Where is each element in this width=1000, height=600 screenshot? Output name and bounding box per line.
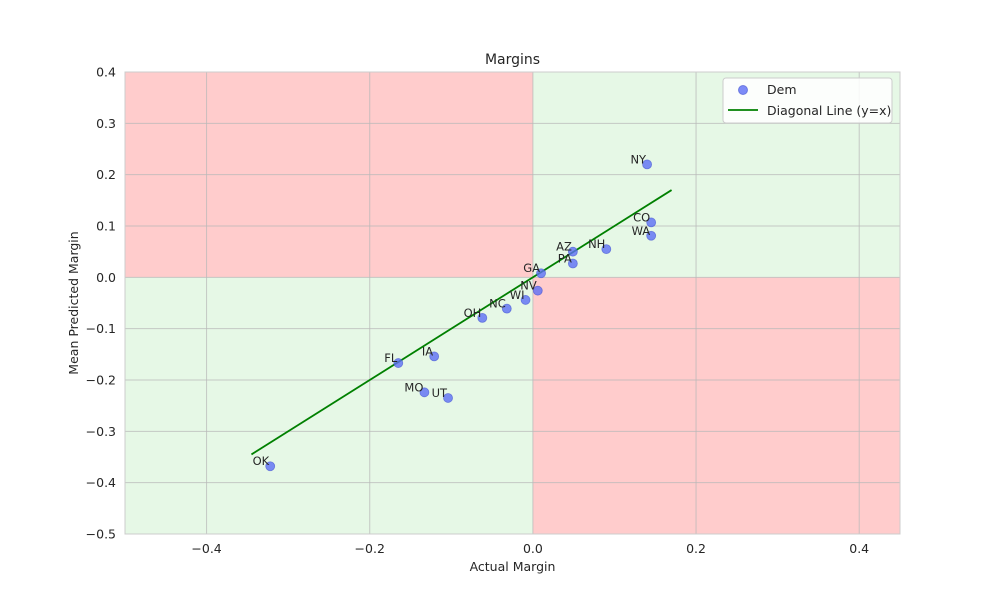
point-pa <box>567 258 578 269</box>
legend-diagonal-label: Diagonal Line (y=x) <box>767 103 891 118</box>
legend: Dem Diagonal Line (y=x) <box>722 77 893 124</box>
point-label-az: AZ <box>556 240 572 254</box>
point-mo <box>419 387 430 398</box>
point-label-co: CO <box>633 210 650 224</box>
x-tick-label: −0.4 <box>191 541 221 556</box>
y-tick-label: 0.2 <box>96 167 116 182</box>
point-label-nh: NH <box>588 237 605 251</box>
point-nc <box>501 303 512 314</box>
point-label-fl: FL <box>384 351 398 365</box>
y-tick-label: 0.1 <box>96 219 116 234</box>
y-tick-label: −0.2 <box>86 373 116 388</box>
point-label-ok: OK <box>253 454 270 468</box>
plot-area-frame <box>124 71 901 535</box>
diagonal-line-layer <box>250 189 673 456</box>
y-tick-label: −0.3 <box>86 424 116 439</box>
y-tick-label: 0.4 <box>96 65 116 80</box>
point-az <box>567 246 578 257</box>
point-ga <box>536 268 546 279</box>
chart-title: Margins <box>485 52 540 68</box>
legend-dem-label: Dem <box>767 82 797 97</box>
diagonal-line <box>250 189 673 456</box>
legend-box <box>722 77 893 124</box>
y-tick-label: 0.0 <box>96 270 116 285</box>
point-ia <box>429 351 440 362</box>
point-co <box>646 217 657 228</box>
y-tick-label: −0.5 <box>86 527 116 542</box>
point-wa <box>646 230 657 241</box>
quadrant-bottom-right <box>532 277 900 534</box>
x-tick-label: 0.0 <box>523 541 543 556</box>
point-label-ny: NY <box>630 152 647 166</box>
point-label-nc: NC <box>489 297 506 311</box>
y-axis-label: Mean Predicted Margin <box>66 231 81 374</box>
point-wi <box>520 295 531 305</box>
x-tick-label: 0.2 <box>686 541 706 556</box>
point-label-ga: GA <box>523 261 540 275</box>
y-tick-label: −0.1 <box>86 321 116 336</box>
point-label-pa: PA <box>558 251 572 265</box>
point-label-wi: WI <box>510 288 525 302</box>
point-oh <box>477 312 488 323</box>
legend-dem-marker <box>738 85 748 95</box>
point-label-oh: OH <box>464 306 482 320</box>
x-tick-label: −0.2 <box>355 541 385 556</box>
point-nh <box>601 244 612 255</box>
quadrant-backgrounds <box>125 72 900 534</box>
point-nv <box>532 285 543 296</box>
point-ut <box>443 393 453 403</box>
y-tick-labels: −0.5 −0.4 −0.3 −0.2 −0.1 0.0 0.1 0.2 0.3 0.4 <box>86 65 116 542</box>
point-label-nv: NV <box>520 279 537 293</box>
x-tick-labels: −0.4 −0.2 0.0 0.2 0.4 <box>191 541 869 556</box>
point-ny <box>642 159 653 170</box>
point-label-ia: IA <box>422 344 433 358</box>
y-tick-label: 0.3 <box>96 116 116 131</box>
x-axis-label: Actual Margin <box>470 559 556 574</box>
point-label-mo: MO <box>404 380 423 394</box>
point-label-ut: UT <box>432 386 448 400</box>
y-tick-label: −0.4 <box>86 475 116 490</box>
point-ok <box>265 461 276 472</box>
scatter-points <box>265 159 657 472</box>
point-fl <box>393 358 404 368</box>
point-label-wa: WA <box>632 224 651 238</box>
x-tick-label: 0.4 <box>849 541 869 556</box>
